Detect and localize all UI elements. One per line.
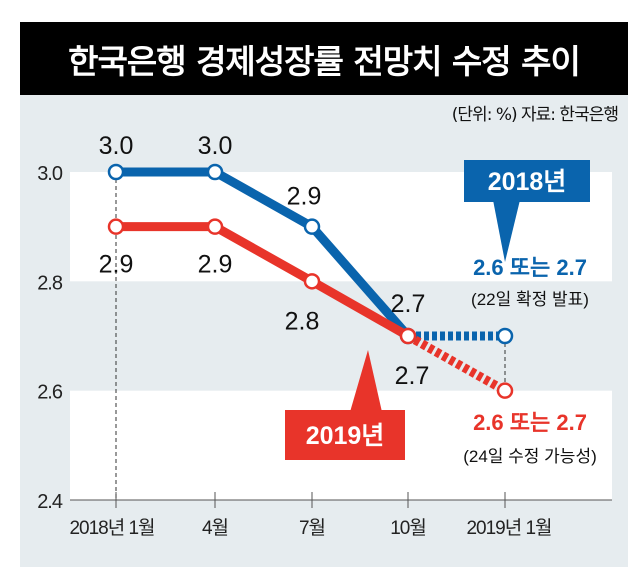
y-tick-label: 2.4 xyxy=(37,491,63,513)
legend-box-2018 xyxy=(464,160,590,202)
y-tick-label: 3.0 xyxy=(37,163,63,185)
legend-label-2019: 2019년 xyxy=(306,422,385,450)
data-label: 2.8 xyxy=(285,307,320,335)
chart-title: 한국은행 경제성장률 전망치 수정 추이 xyxy=(20,22,628,95)
data-label: 2.9 xyxy=(198,251,233,279)
projection-label-2019: 2.6 또는 2.7 xyxy=(473,410,587,435)
data-point xyxy=(206,163,224,181)
callout-pointer xyxy=(493,200,520,262)
data-point xyxy=(303,218,321,235)
x-tick-label: 2018년 1월 xyxy=(69,517,154,539)
series-line-2019년 xyxy=(116,222,411,340)
data-point xyxy=(496,382,514,399)
source-note: (단위: %) 자료: 한국은행 xyxy=(451,105,619,125)
data-label: 3.0 xyxy=(99,132,134,160)
y-tick-label: 2.6 xyxy=(37,382,63,404)
y-tick-label: 2.8 xyxy=(37,272,63,294)
data-label: 2.7 xyxy=(395,362,430,390)
x-tick-label: 2019년 1월 xyxy=(466,517,551,539)
data-label: 3.0 xyxy=(198,132,233,160)
legend-box-2019 xyxy=(285,410,405,460)
callout-pointer xyxy=(350,350,382,412)
data-point xyxy=(496,327,514,345)
data-point xyxy=(399,327,417,345)
projection-note-2019: (24일 수정 가능성) xyxy=(463,447,597,466)
x-tick-label: 4월 xyxy=(202,517,228,539)
x-tick-label: 10월 xyxy=(390,517,426,539)
x-tick-label: 7월 xyxy=(299,517,325,539)
data-label: 2.9 xyxy=(99,251,134,279)
legend-label-2018: 2018년 xyxy=(488,168,567,196)
data-point xyxy=(206,218,224,235)
data-label: 2.9 xyxy=(287,183,322,211)
data-point xyxy=(303,273,321,290)
series-line-2018년 xyxy=(116,167,412,339)
projection-label-2018: 2.6 또는 2.7 xyxy=(473,255,587,280)
data-label: 2.7 xyxy=(391,290,426,318)
series-projection-2019년 xyxy=(405,332,508,395)
data-point xyxy=(107,163,125,181)
projection-note-2018: (22일 확정 발표) xyxy=(471,290,589,309)
data-point xyxy=(107,218,125,235)
